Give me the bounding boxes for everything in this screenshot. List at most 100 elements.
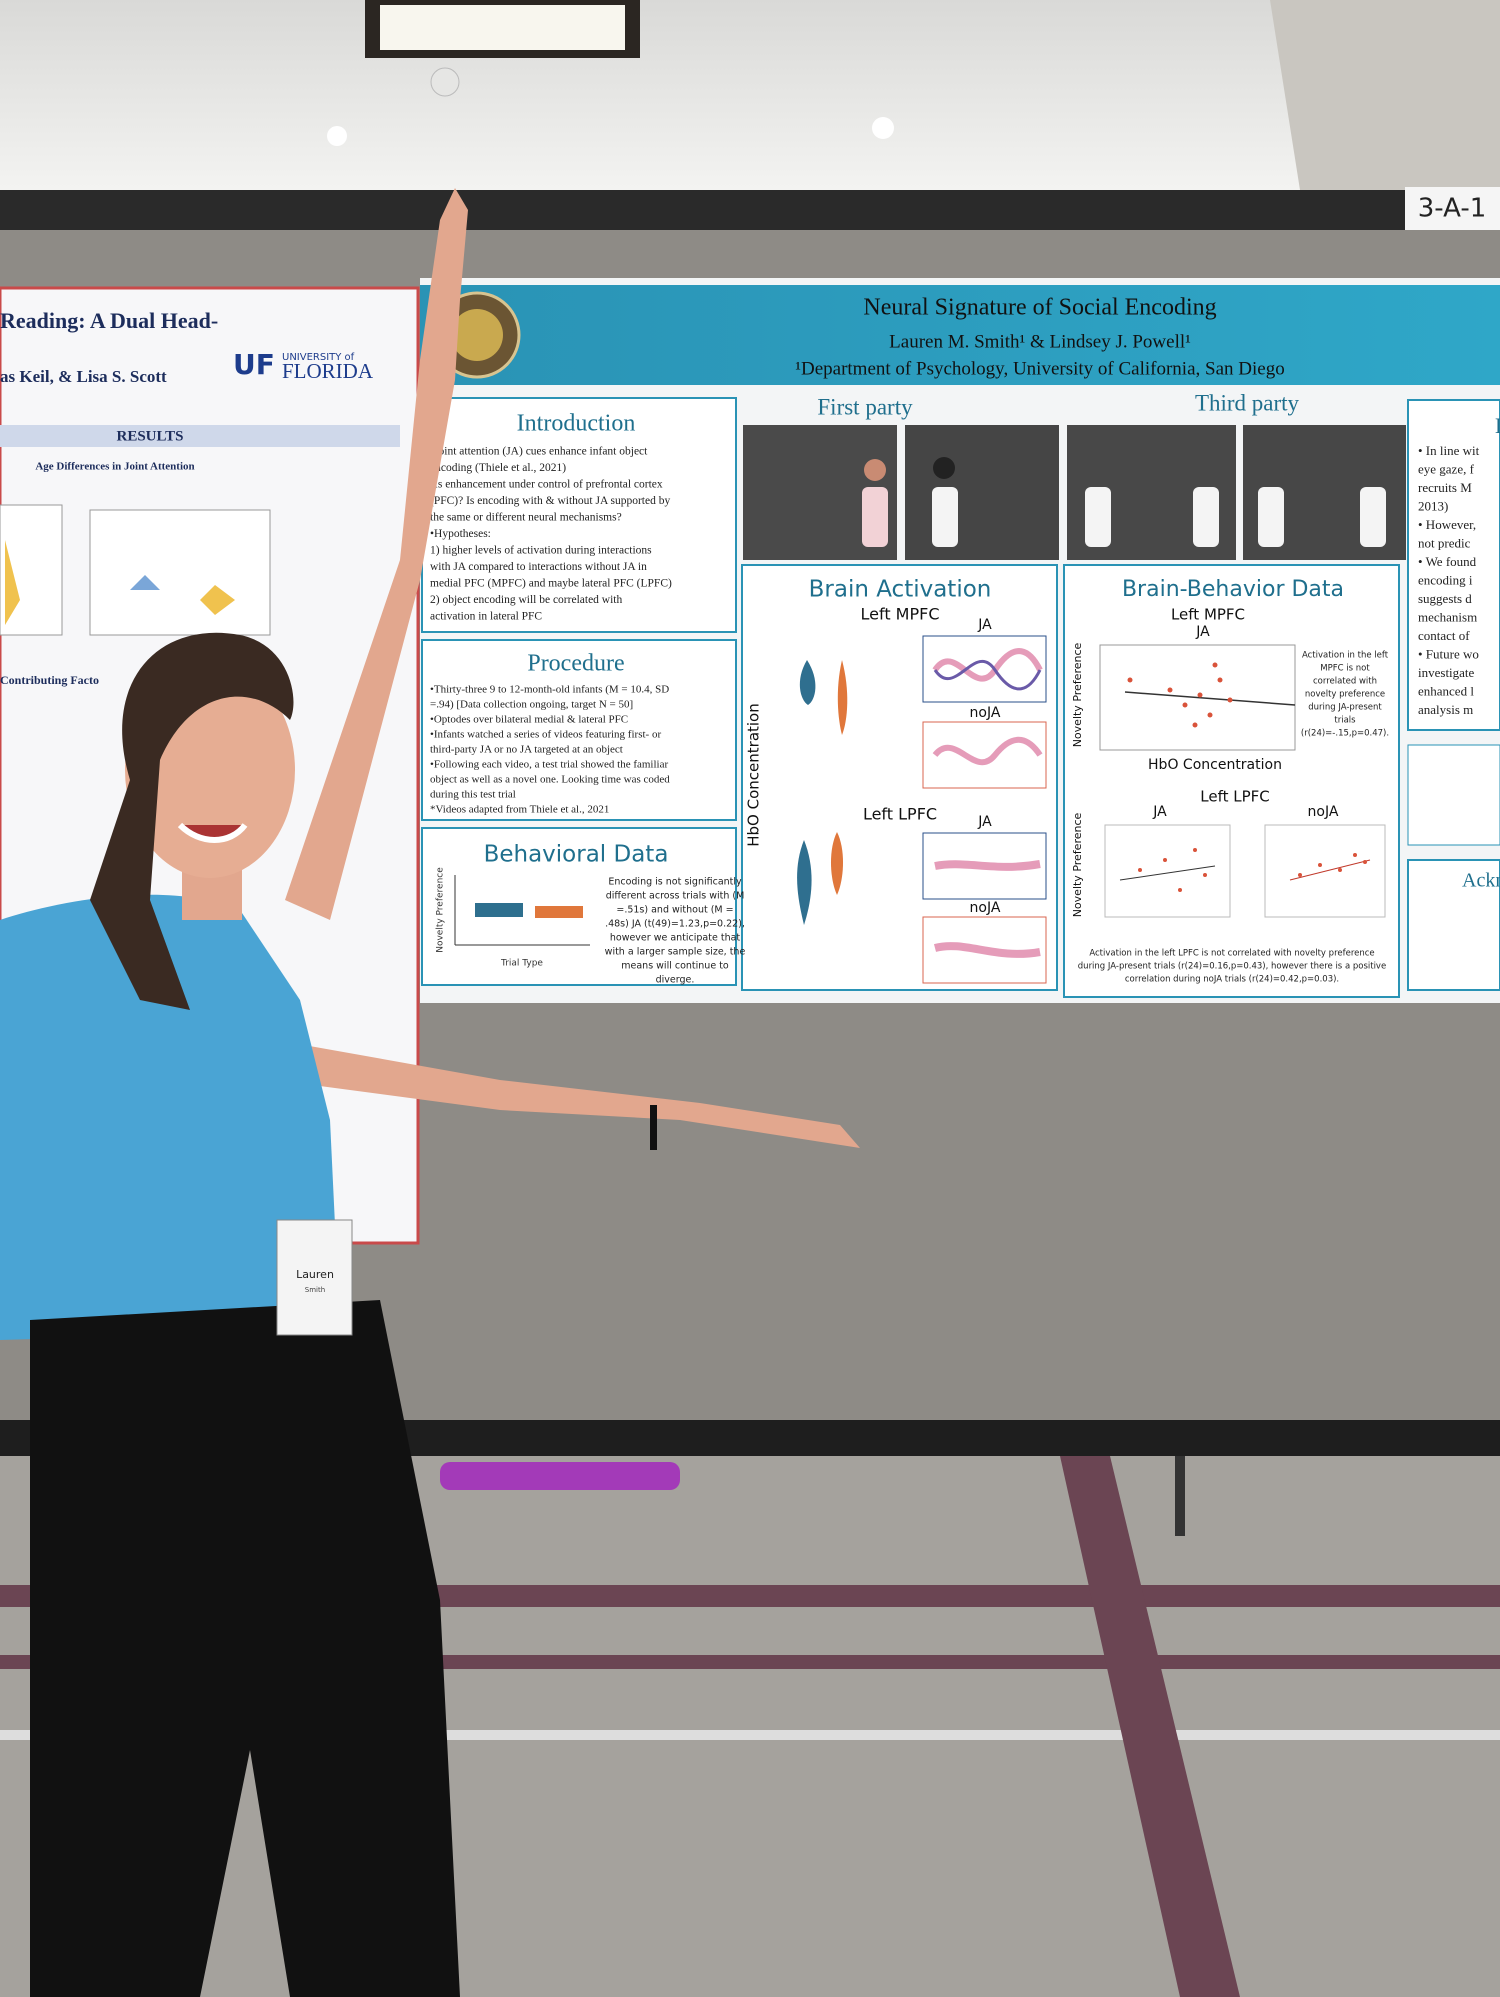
left-poster-title: Reading: A Dual Head- <box>0 308 218 333</box>
person: Lauren Smith <box>0 188 860 1997</box>
pants <box>30 1300 460 1997</box>
discussion-box <box>1407 399 1500 731</box>
discussion-line: encoding i <box>1418 572 1473 587</box>
behavioral-line: =.51s) and without (M = <box>616 905 733 916</box>
discussion-line: contact of <box>1418 628 1470 643</box>
behavioral-line: however we anticipate that <box>610 933 741 944</box>
discussion-line: recruits M <box>1418 480 1472 495</box>
procedure-line: •Infants watched a series of videos feat… <box>430 729 661 741</box>
poster-tube <box>440 1462 680 1490</box>
procedure-heading: Procedure <box>527 651 624 677</box>
behavioral-heading: Behavioral Data <box>484 842 669 868</box>
poster-authors: Lauren M. Smith¹ & Lindsey J. Powell¹ <box>889 331 1191 352</box>
timecourse <box>932 648 1043 682</box>
note-line: (r(24)=-.15,p=0.47). <box>1301 729 1389 739</box>
intro-heading: Introduction <box>517 411 636 437</box>
note-line: MPFC is not <box>1320 664 1370 674</box>
name-badge <box>276 1219 353 1336</box>
violin <box>5 540 20 625</box>
results-subheading: Age Differences in Joint Attention <box>35 461 194 473</box>
intro-line: activation in lateral PFC <box>430 611 542 623</box>
uc-seal-inner <box>451 309 503 361</box>
violin <box>200 585 235 615</box>
badge-first-name: Lauren <box>296 1268 334 1281</box>
procedure-line: =.94) [Data collection ongoing, target N… <box>430 699 633 711</box>
actor-head <box>864 459 886 481</box>
brain-behavior-heading: Brain-Behavior Data <box>1122 577 1344 602</box>
raised-arm <box>285 188 468 920</box>
actor <box>1193 487 1219 547</box>
timecourse-plot <box>922 635 1047 703</box>
actor <box>1085 487 1111 547</box>
stimulus-photo <box>905 425 1059 560</box>
intro-line: •Joint attention (JA) cues enhance infan… <box>430 446 648 458</box>
badge-last-name: Smith <box>305 1286 325 1294</box>
actor <box>862 487 888 547</box>
procedure-line: •Thirty-three 9 to 12-month-old infants … <box>430 684 669 696</box>
board-leg <box>1175 1456 1185 1536</box>
discussion-line: not predic <box>1418 535 1471 550</box>
violin <box>837 660 848 735</box>
poster-title: Neural Signature of Social Encoding <box>863 295 1216 321</box>
novelty-axis: Novelty Preference <box>1071 812 1084 917</box>
intro-line: 2) object encoding will be correlated wi… <box>430 594 622 606</box>
discussion-line: enhanced l <box>1418 683 1474 698</box>
poster-affiliation: ¹Department of Psychology, University of… <box>795 358 1284 379</box>
region-label: Left MPFC <box>1171 606 1245 624</box>
intro-box <box>421 397 737 633</box>
discussion-line: analysis m <box>1418 702 1473 717</box>
ceiling <box>0 0 1500 195</box>
violin <box>130 530 160 590</box>
wall <box>1270 0 1500 190</box>
uf-florida: FLORIDA <box>282 359 374 383</box>
note-line: trials <box>1334 716 1356 726</box>
hbo-axis: HbO Concentration <box>1148 757 1282 773</box>
hair <box>90 632 294 1010</box>
note-line: Activation in the left <box>1302 651 1389 661</box>
behavioral-line: diverge. <box>656 975 695 986</box>
brain-behavior-box <box>1063 564 1400 998</box>
behavioral-x-axis: Trial Type <box>500 959 543 969</box>
violin <box>797 840 812 925</box>
timecourse <box>932 736 1043 766</box>
fit-line <box>1119 865 1216 881</box>
discussion-line: eye gaze, f <box>1418 461 1475 476</box>
scatter-plot <box>1104 824 1231 918</box>
procedure-line: *Videos adapted from Thiele et al., 2021 <box>430 804 609 816</box>
ceiling-light <box>327 126 347 146</box>
discussion-heading: D <box>1495 413 1500 438</box>
behavioral-line: with a larger sample size, the <box>605 947 746 958</box>
procedure-line: object as well as a novel one. Looking t… <box>430 774 670 786</box>
intro-line: encoding (Thiele et al., 2021) <box>430 462 566 474</box>
region-label: Left LPFC <box>863 805 937 824</box>
third-party-label: Third party <box>1195 390 1300 415</box>
intro-line: •Hypotheses: <box>430 528 491 540</box>
first-party-label: First party <box>817 394 913 419</box>
references-box <box>1407 744 1500 846</box>
ack-heading: Ackn <box>1462 870 1500 892</box>
light-panel <box>380 5 625 50</box>
timecourse-plot <box>922 721 1047 789</box>
board-frame <box>0 190 1500 230</box>
discussion-line: • Future wo <box>1418 646 1479 661</box>
behavioral-line: Encoding is not significantly <box>608 877 742 888</box>
fit-line <box>1289 859 1371 881</box>
discussion-line: 2013) <box>1418 498 1448 513</box>
intro-line: medial PFC (MPFC) and maybe lateral PFC … <box>430 578 672 590</box>
discussion-line: • In line wit <box>1418 443 1480 458</box>
noja-label: noJA <box>970 705 1001 721</box>
caption-line: correlation during noJA trials (r(24)=0.… <box>1125 975 1339 985</box>
ja-label: JA <box>977 617 992 633</box>
actor <box>1258 487 1284 547</box>
actor-head <box>933 457 955 479</box>
procedure-line: •Following each video, a test trial show… <box>430 759 668 771</box>
note-line: novelty preference <box>1305 690 1385 700</box>
hbo-axis: HbO Concentration <box>745 703 763 847</box>
intro-line: 1) higher levels of activation during in… <box>430 545 652 557</box>
ja-label: JA <box>1195 624 1210 640</box>
carpet-stripe <box>0 1730 1500 1740</box>
timecourse <box>933 660 1042 691</box>
procedure-line: third-party JA or no JA targeted at an o… <box>430 744 623 756</box>
discussion-line: mechanism <box>1418 609 1477 624</box>
